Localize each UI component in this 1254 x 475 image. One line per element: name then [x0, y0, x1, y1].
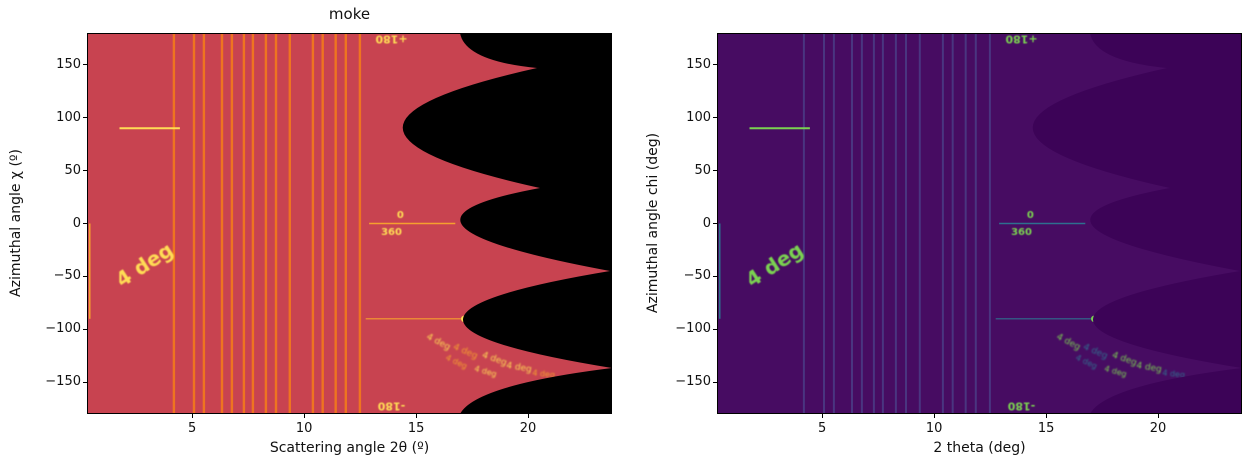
svg-text:4 deg: 4 deg — [1136, 361, 1163, 375]
y-tick-label: −100 — [45, 321, 81, 337]
y-tick-label: 0 — [72, 215, 81, 231]
left-x-axis-label: Scattering angle 2θ (º) — [269, 440, 430, 456]
x-tick-mark — [415, 414, 417, 418]
y-tick-label: 100 — [686, 109, 711, 125]
x-tick-label: 20 — [519, 421, 537, 436]
y-tick-mark — [713, 170, 717, 172]
svg-text:4 deg: 4 deg — [506, 361, 533, 375]
svg-text:-180: -180 — [377, 400, 405, 413]
y-tick-mark — [713, 381, 717, 383]
y-tick-label: 150 — [56, 56, 81, 72]
y-tick-mark — [83, 275, 87, 277]
right-plot: +180 -180 0 360 4 deg 4 deg 4 deg 4 deg 4 deg 4 d… — [645, 33, 1242, 456]
x-tick-mark — [821, 414, 823, 418]
y-tick-mark — [83, 381, 87, 383]
svg-text:360: 360 — [1011, 227, 1032, 238]
x-tick-label: 15 — [1037, 421, 1055, 436]
svg-text:0: 0 — [397, 210, 404, 221]
y-tick-label: −50 — [683, 268, 711, 284]
left-y-axis-label: Azimuthal angle χ (º) — [8, 149, 24, 297]
y-tick-label: 0 — [702, 215, 711, 231]
x-tick-mark — [303, 414, 305, 418]
x-tick-label: 5 — [188, 421, 197, 436]
x-tick-label: 10 — [925, 421, 943, 436]
y-tick-mark — [713, 328, 717, 330]
y-tick-mark — [83, 64, 87, 66]
svg-text:+180: +180 — [375, 33, 408, 45]
x-tick-label: 20 — [1149, 421, 1167, 436]
y-tick-label: 50 — [64, 162, 81, 178]
left-plot: +180 -180 0 360 4 deg 4 deg 4 deg 4 deg 4 deg 4 d… — [8, 5, 612, 456]
x-tick-mark — [191, 414, 193, 418]
y-tick-mark — [713, 64, 717, 66]
y-tick-mark — [83, 223, 87, 224]
x-tick-mark — [1045, 414, 1047, 418]
y-tick-label: −150 — [675, 374, 711, 390]
x-tick-label: 15 — [407, 421, 425, 436]
y-tick-mark — [83, 170, 87, 172]
x-tick-label: 5 — [818, 421, 827, 436]
y-tick-mark — [83, 117, 87, 119]
y-tick-mark — [713, 117, 717, 119]
svg-text:+180: +180 — [1005, 33, 1038, 45]
x-tick-mark — [933, 414, 935, 418]
y-tick-mark — [713, 275, 717, 277]
svg-text:4 deg: 4 deg — [1162, 368, 1186, 379]
y-tick-mark — [83, 328, 87, 330]
svg-text:-180: -180 — [1007, 400, 1035, 413]
x-tick-mark — [527, 414, 529, 418]
svg-text:360: 360 — [381, 227, 402, 238]
y-tick-label: 50 — [694, 162, 711, 178]
y-tick-label: 150 — [686, 56, 711, 72]
y-tick-label: −100 — [675, 321, 711, 337]
svg-text:0: 0 — [1027, 210, 1034, 221]
x-tick-mark — [1157, 414, 1159, 418]
y-tick-label: −50 — [53, 268, 81, 284]
right-x-axis-label: 2 theta (deg) — [933, 440, 1026, 456]
y-tick-label: 100 — [56, 109, 81, 125]
x-tick-label: 10 — [295, 421, 313, 436]
y-tick-mark — [713, 223, 717, 224]
left-plot-title: moke — [328, 5, 371, 23]
svg-text:4 deg: 4 deg — [532, 368, 556, 379]
y-tick-label: −150 — [45, 374, 81, 390]
right-y-axis-label: Azimuthal angle chi (deg) — [645, 132, 661, 314]
